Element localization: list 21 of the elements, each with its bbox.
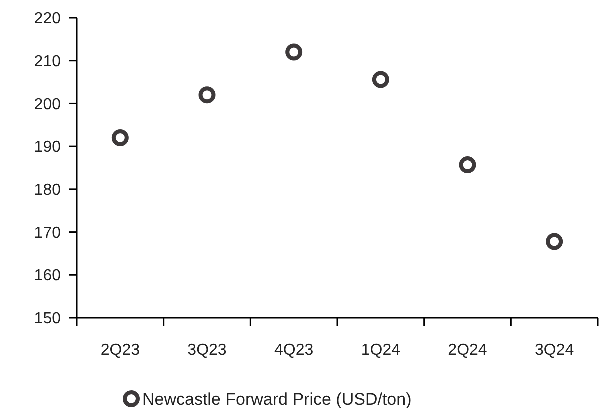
y-tick-label: 210 bbox=[34, 53, 62, 70]
point bbox=[198, 86, 216, 104]
x-tick-label: 3Q24 bbox=[535, 342, 574, 359]
point bbox=[459, 156, 476, 174]
point bbox=[546, 233, 564, 250]
x-tick-label: 4Q23 bbox=[274, 342, 314, 359]
x-tick-label: 2Q23 bbox=[100, 342, 140, 359]
y-tick-label: 180 bbox=[34, 182, 62, 200]
point bbox=[372, 71, 390, 88]
y-tick-label: 160 bbox=[34, 268, 62, 285]
point bbox=[286, 44, 303, 61]
x-tick-label: 3Q23 bbox=[188, 342, 227, 359]
y-tick-label: 200 bbox=[34, 96, 62, 114]
legend-label: Newcastle Forward Price (USD/ton) bbox=[142, 390, 412, 409]
y-tick-label: 150 bbox=[34, 310, 62, 328]
y-tick-label: 170 bbox=[34, 224, 62, 242]
y-tick-label: 190 bbox=[34, 139, 62, 156]
point bbox=[112, 130, 129, 146]
x-tick-label: 2Q24 bbox=[448, 342, 488, 359]
x-tick-label: 1Q24 bbox=[361, 342, 401, 359]
y-tick-label: 220 bbox=[34, 10, 62, 28]
